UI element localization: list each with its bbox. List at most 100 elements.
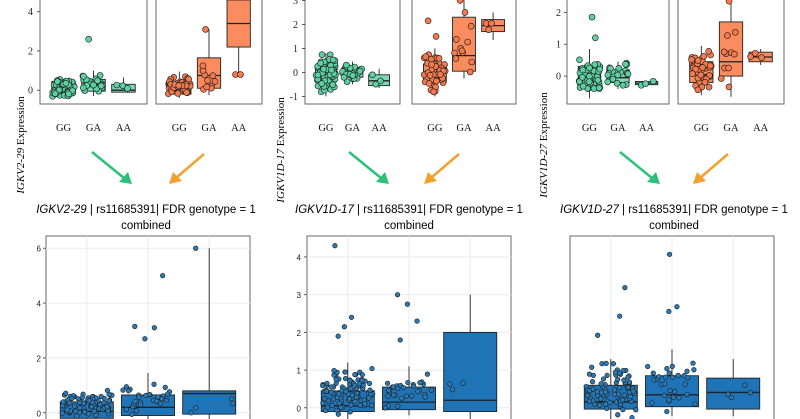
data-point bbox=[611, 387, 618, 393]
data-point bbox=[123, 406, 129, 413]
data-point bbox=[758, 54, 765, 61]
data-point bbox=[433, 77, 440, 85]
data-point bbox=[694, 86, 702, 94]
data-point bbox=[728, 394, 734, 401]
data-point bbox=[359, 372, 365, 378]
data-point-outlier bbox=[160, 273, 166, 279]
data-point bbox=[314, 71, 322, 79]
category-label: GA bbox=[201, 123, 217, 134]
data-point bbox=[154, 398, 160, 404]
data-point bbox=[417, 380, 423, 386]
y-tick-label: 1 bbox=[556, 40, 561, 51]
category-label: GA bbox=[456, 123, 472, 134]
data-point bbox=[596, 402, 603, 408]
data-point bbox=[586, 371, 592, 377]
box-aa: AA bbox=[368, 68, 390, 134]
data-point bbox=[424, 371, 431, 377]
category-label: GA bbox=[345, 123, 361, 134]
data-point bbox=[598, 381, 604, 387]
category-label: AA bbox=[231, 123, 247, 134]
data-point bbox=[188, 410, 194, 416]
data-point bbox=[357, 402, 363, 408]
data-point bbox=[352, 371, 358, 378]
data-point bbox=[670, 394, 676, 400]
data-point-outlier bbox=[456, 0, 464, 4]
data-point bbox=[666, 397, 672, 403]
panel-igkv1d-27-combined bbox=[569, 235, 775, 419]
data-point bbox=[460, 380, 466, 386]
box-gg: GG bbox=[575, 13, 604, 134]
data-point bbox=[367, 387, 373, 393]
y-tick-label: 2 bbox=[297, 329, 302, 338]
data-point bbox=[362, 401, 368, 407]
data-point bbox=[725, 64, 732, 72]
data-point bbox=[690, 360, 696, 366]
data-point bbox=[395, 403, 401, 409]
data-point bbox=[336, 391, 342, 397]
data-point bbox=[230, 400, 236, 407]
data-point bbox=[323, 388, 330, 394]
data-point bbox=[604, 372, 610, 379]
category-label: GG bbox=[318, 123, 334, 134]
box-aa: AA bbox=[634, 77, 659, 134]
data-point-outlier bbox=[332, 243, 338, 249]
data-point bbox=[405, 379, 411, 386]
ylabel-igkv1d-17: IGKV1D-17 Expression bbox=[275, 97, 287, 204]
data-point bbox=[51, 90, 59, 97]
data-point bbox=[199, 62, 207, 70]
data-point bbox=[428, 387, 434, 393]
y-tick-label: 6 bbox=[37, 245, 42, 254]
data-point bbox=[59, 410, 65, 416]
y-tick-label: 3 bbox=[293, 0, 298, 7]
data-point bbox=[576, 56, 583, 64]
box-aa: AA bbox=[226, 0, 251, 134]
data-point bbox=[751, 49, 759, 57]
ylabel-igkv2-29: IGKV2-29 Expression bbox=[15, 96, 27, 195]
data-point bbox=[578, 74, 586, 81]
data-point bbox=[682, 381, 688, 387]
data-point bbox=[151, 381, 157, 387]
data-point bbox=[437, 71, 444, 78]
y-tick-label: 4 bbox=[28, 7, 33, 18]
data-point bbox=[366, 380, 373, 387]
data-point bbox=[667, 388, 673, 394]
data-point bbox=[377, 77, 384, 85]
data-point bbox=[466, 68, 474, 76]
data-point bbox=[633, 407, 639, 413]
data-point bbox=[106, 391, 112, 398]
data-point bbox=[124, 85, 131, 92]
data-point bbox=[385, 387, 392, 394]
data-point bbox=[203, 83, 210, 91]
data-point bbox=[617, 370, 623, 376]
data-point bbox=[669, 374, 676, 380]
data-point bbox=[209, 72, 217, 80]
box-gg bbox=[583, 285, 639, 419]
arrow-green-left bbox=[91, 151, 132, 184]
data-point bbox=[318, 51, 326, 58]
data-point bbox=[579, 66, 587, 74]
box-aa bbox=[443, 294, 498, 419]
y-tick-label: 0 bbox=[556, 72, 561, 83]
data-point bbox=[120, 387, 126, 393]
data-point bbox=[707, 62, 714, 69]
arrow-group bbox=[91, 151, 729, 184]
category-label: AA bbox=[372, 123, 388, 134]
data-point bbox=[701, 78, 709, 86]
data-point bbox=[174, 90, 182, 97]
box-gg: GG bbox=[49, 76, 78, 134]
box-gg: GG bbox=[420, 17, 449, 134]
data-point bbox=[642, 80, 649, 87]
data-point bbox=[369, 71, 376, 79]
data-point bbox=[482, 20, 490, 27]
data-point-outlier bbox=[424, 17, 432, 25]
data-point bbox=[609, 75, 617, 83]
data-point bbox=[98, 393, 104, 400]
data-point-outlier bbox=[432, 33, 440, 40]
data-point bbox=[663, 374, 669, 380]
data-point-outlier bbox=[348, 314, 355, 320]
data-point bbox=[615, 412, 621, 418]
data-point-outlier bbox=[414, 318, 420, 324]
data-point bbox=[81, 409, 88, 415]
data-point bbox=[422, 53, 430, 61]
data-point bbox=[334, 407, 340, 413]
